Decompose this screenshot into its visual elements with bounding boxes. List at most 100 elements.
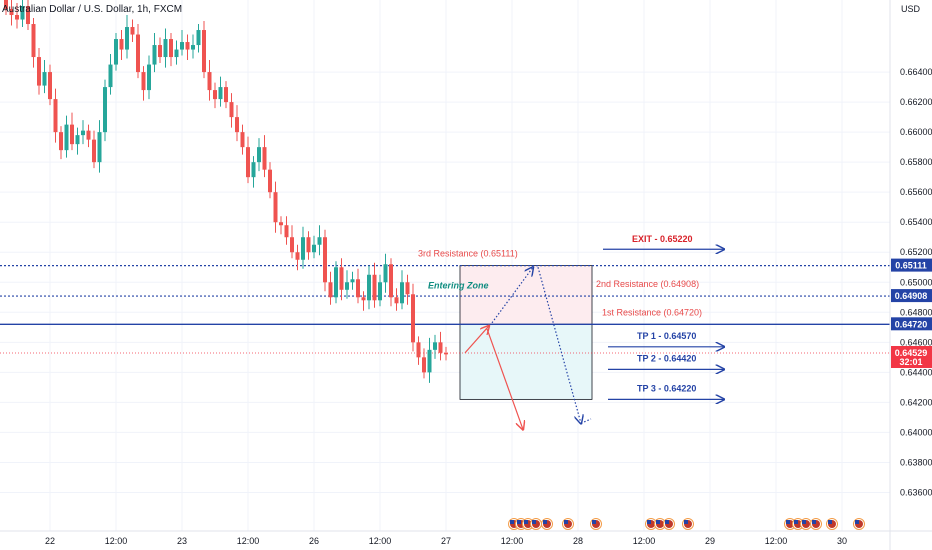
candle-body (42, 72, 47, 86)
candle-body (389, 264, 393, 298)
x-tick-label: 26 (309, 536, 319, 546)
y-tick-label: 0.65400 (900, 217, 932, 227)
candle-body (196, 30, 201, 46)
red-arrow-up (464, 326, 489, 354)
flag-canton (802, 520, 806, 524)
level-price-tag (891, 258, 932, 272)
resistance-label: 3rd Resistance (0.65111) (418, 249, 518, 259)
candle-body (339, 267, 344, 290)
candle-body (356, 279, 360, 298)
economic-event-flag-icon (800, 518, 812, 530)
current-price-tag-text: 0.64529 (895, 348, 928, 358)
candle-body (295, 252, 300, 260)
flag-canton (532, 520, 536, 524)
flag-canton (510, 520, 514, 524)
level-price-tag-text: 0.64720 (895, 319, 928, 329)
candle-body (81, 130, 85, 136)
economic-event-flag-icon (663, 518, 675, 530)
candle-body (257, 147, 261, 163)
y-tick-label: 0.66200 (900, 97, 932, 107)
economic-event-flag-icon (530, 518, 542, 530)
candle-body (125, 27, 129, 50)
candle-body (141, 72, 146, 91)
candle-body (279, 222, 283, 226)
y-tick-label: 0.66400 (900, 67, 932, 77)
candle-body (301, 237, 305, 260)
candle-body (251, 162, 256, 178)
y-tick-label: 0.65000 (900, 277, 932, 287)
candle-body (361, 297, 366, 301)
x-tick-label: 28 (573, 536, 583, 546)
x-tick-label: 12:00 (633, 536, 656, 546)
level-price-tag (891, 317, 932, 331)
flag-canton (647, 520, 651, 524)
candle-body (147, 64, 151, 91)
candle-body (163, 39, 168, 58)
candle-body (191, 45, 195, 50)
economic-event-flag-icon (654, 518, 666, 530)
candle-body (92, 139, 96, 163)
candle-body (9, 9, 14, 16)
annotations: EXIT - 0.65220 TP 1 - 0.64570 TP 2 - 0.644… (603, 234, 724, 399)
candle-body (262, 147, 267, 170)
candle-body (224, 87, 228, 103)
candle-body (444, 352, 448, 355)
y-tick-label: 0.64000 (900, 427, 932, 437)
candle-body (15, 15, 19, 20)
level-price-tag-text: 0.64908 (895, 291, 928, 301)
x-axis[interactable]: 22 12:00 23 12:00 26 12:00 27 12:00 28 12:00 29 12:… (0, 530, 932, 546)
level-price-tag-text: 0.65111 (895, 261, 927, 271)
flag-canton (524, 520, 528, 524)
flag-canton (786, 520, 790, 524)
y-tick-label: 0.64800 (900, 307, 932, 317)
candle-body (31, 24, 36, 58)
candle-body (394, 297, 399, 304)
level-price-tag (891, 289, 932, 303)
economic-events[interactable] (508, 518, 865, 530)
target-label: EXIT - 0.65220 (632, 234, 693, 244)
target-label: TP 3 - 0.64220 (637, 383, 696, 393)
currency-label: USD (901, 4, 921, 14)
flag-canton (656, 520, 660, 524)
resistance-label: 2nd Resistance (0.64908) (596, 279, 699, 289)
candle-body (119, 39, 124, 50)
y-axis[interactable]: 0.66400 0.66200 0.66000 0.65800 0.65600 0.654… (889, 0, 932, 550)
x-tick-label: 23 (177, 536, 187, 546)
y-tick-label: 0.65600 (900, 187, 932, 197)
candle-body (312, 244, 316, 253)
flag-canton (592, 520, 596, 524)
flag-canton (794, 520, 798, 524)
economic-event-flag-icon (541, 518, 553, 530)
candle-body (169, 39, 173, 58)
x-tick-label: 27 (441, 536, 451, 546)
flag-canton (543, 520, 547, 524)
current-price-tag (891, 345, 932, 368)
candle-body (202, 30, 206, 73)
blue-dotted-arrow-down (537, 267, 581, 423)
candle-body (37, 57, 41, 86)
candle-body (158, 45, 162, 58)
candle-body (422, 357, 426, 373)
drawings (464, 267, 592, 429)
y-tick-label: 0.64200 (900, 397, 932, 407)
y-tick-label: 0.64400 (900, 367, 932, 377)
candle-body (64, 124, 69, 151)
target-label: TP 1 - 0.64570 (637, 331, 696, 341)
candle-body (207, 72, 212, 91)
chart-title: Australian Dollar / U.S. Dollar, 1h, FXC… (2, 4, 183, 15)
candle-body (372, 274, 377, 301)
candle-body (416, 342, 421, 358)
x-tick-label: 12:00 (765, 536, 788, 546)
candle-body (26, 6, 30, 25)
x-tick-label: 12:00 (369, 536, 392, 546)
x-tick-label: 12:00 (501, 536, 524, 546)
candle-body (152, 45, 157, 65)
candle-body (86, 130, 91, 140)
candle-body (306, 237, 311, 253)
candle-body (334, 267, 338, 298)
economic-event-flag-icon (810, 518, 822, 530)
economic-event-flag-icon (562, 518, 574, 530)
candle-body (75, 135, 80, 145)
candle-body (114, 39, 118, 65)
